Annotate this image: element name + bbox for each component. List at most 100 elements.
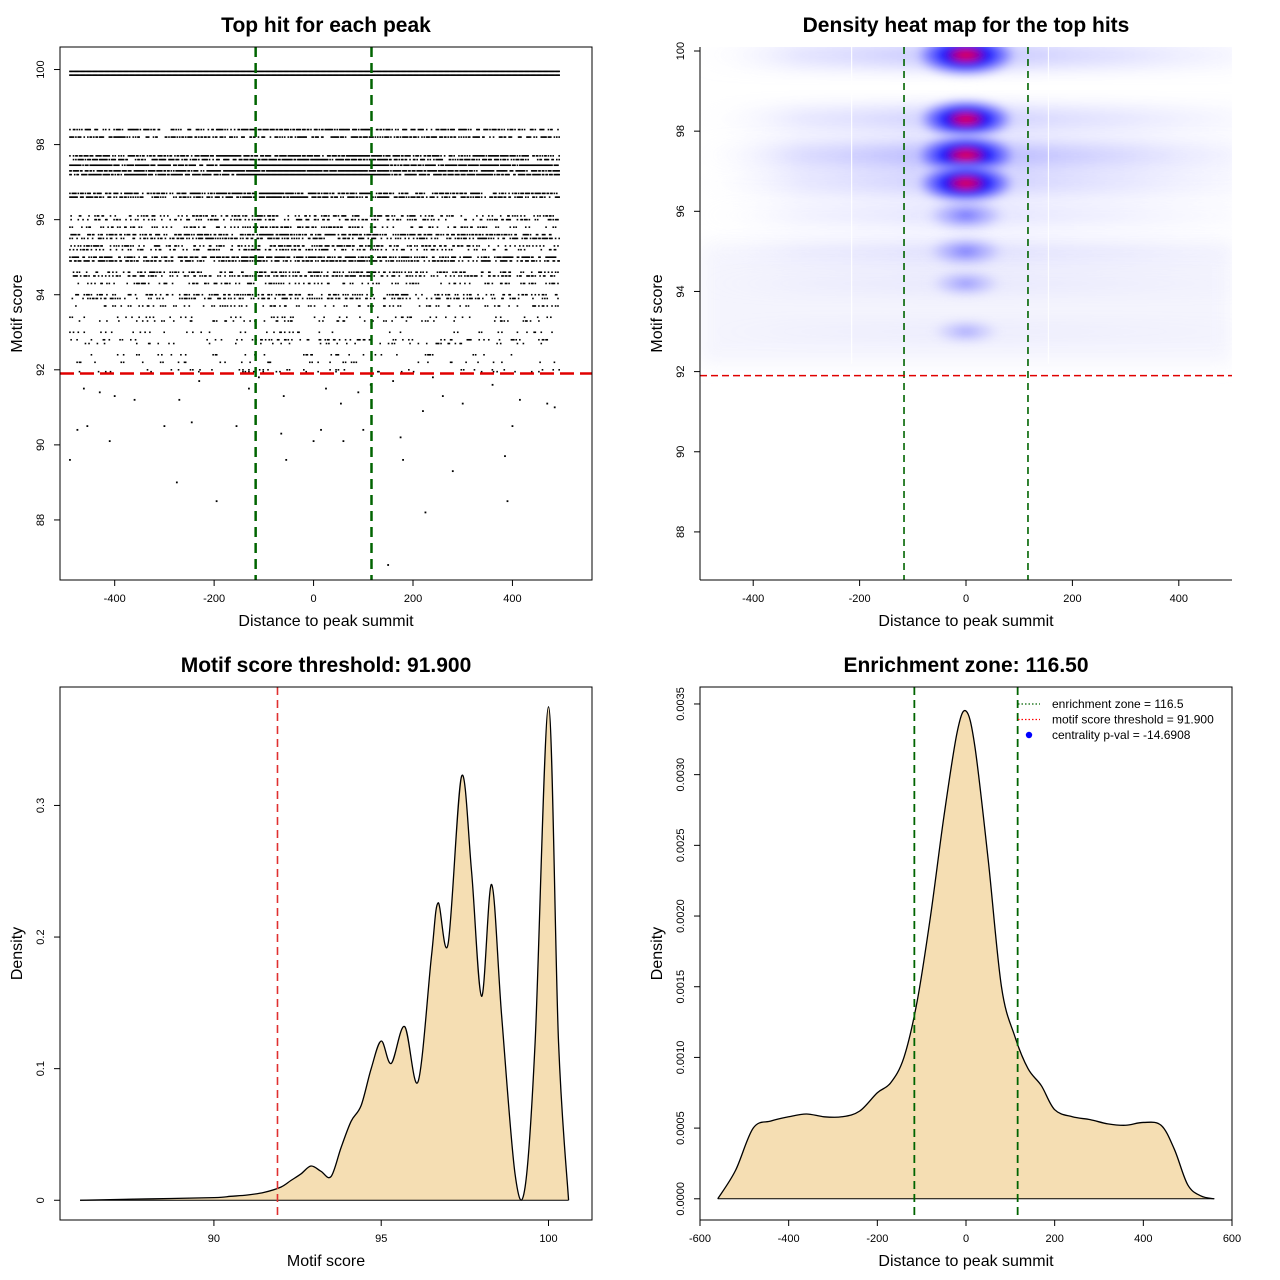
- point: [523, 233, 526, 236]
- point: [466, 155, 469, 157]
- point: [84, 158, 87, 161]
- point: [399, 70, 402, 73]
- point: [244, 245, 247, 247]
- point: [283, 256, 286, 258]
- point: [472, 70, 475, 73]
- point: [350, 170, 353, 172]
- point: [482, 237, 484, 240]
- point: [318, 74, 321, 76]
- point: [194, 256, 197, 258]
- point: [504, 158, 507, 161]
- point: [174, 173, 176, 176]
- point: [100, 245, 102, 247]
- point: [69, 173, 71, 176]
- point: [303, 173, 305, 176]
- point: [325, 245, 328, 247]
- point: [324, 196, 327, 198]
- point: [182, 196, 185, 198]
- point: [90, 173, 93, 176]
- point: [325, 173, 328, 176]
- point: [390, 158, 392, 161]
- point: [293, 164, 296, 167]
- point: [369, 170, 372, 172]
- point: [498, 256, 501, 258]
- point: [115, 260, 118, 262]
- point: [328, 70, 330, 73]
- point: [305, 248, 308, 251]
- point: [482, 226, 484, 228]
- point: [238, 70, 241, 73]
- point: [71, 70, 74, 73]
- point: [412, 70, 415, 73]
- point: [448, 248, 451, 251]
- point: [412, 164, 415, 167]
- point: [336, 245, 339, 247]
- point: [307, 173, 310, 176]
- point: [480, 164, 483, 167]
- point: [344, 248, 347, 251]
- point: [360, 192, 362, 195]
- point: [297, 173, 299, 176]
- point: [314, 155, 317, 157]
- point: [299, 128, 302, 131]
- point: [218, 256, 220, 258]
- point: [476, 173, 478, 176]
- point: [244, 256, 247, 258]
- point: [76, 173, 78, 176]
- point: [157, 128, 160, 131]
- point: [209, 70, 212, 73]
- point: [194, 173, 197, 176]
- point: [282, 158, 285, 161]
- point: [320, 245, 323, 247]
- point: [252, 128, 255, 131]
- point: [399, 233, 402, 236]
- point: [341, 245, 343, 247]
- point: [124, 196, 126, 198]
- point: [190, 70, 193, 73]
- point: [186, 233, 188, 236]
- point: [462, 233, 465, 236]
- point: [269, 136, 272, 138]
- point: [88, 128, 90, 131]
- point: [406, 245, 409, 247]
- point: [447, 233, 450, 236]
- point: [134, 158, 137, 161]
- point: [250, 237, 253, 240]
- point: [87, 158, 89, 161]
- point: [291, 164, 293, 167]
- point: [176, 136, 179, 138]
- point: [156, 136, 158, 138]
- point: [410, 196, 413, 198]
- point: [225, 237, 228, 240]
- point: [380, 260, 383, 262]
- point: [161, 74, 163, 76]
- point: [544, 196, 546, 198]
- point: [361, 128, 364, 131]
- point: [226, 256, 229, 258]
- point: [251, 158, 254, 161]
- point: [137, 248, 139, 251]
- point: [369, 136, 372, 138]
- point: [411, 196, 414, 198]
- point: [273, 173, 275, 176]
- point: [504, 233, 507, 236]
- point: [385, 248, 387, 251]
- point: [276, 128, 279, 131]
- point: [83, 237, 86, 240]
- point: [527, 173, 529, 176]
- point: [193, 233, 195, 236]
- point: [550, 164, 552, 167]
- point: [328, 218, 330, 221]
- point: [502, 70, 504, 73]
- score-row: [70, 218, 559, 221]
- point: [458, 164, 460, 167]
- point: [208, 70, 211, 73]
- point: [332, 260, 335, 262]
- point: [169, 237, 171, 240]
- point: [484, 237, 487, 240]
- point: [348, 158, 350, 161]
- point: [144, 128, 146, 131]
- point: [337, 164, 340, 167]
- point: [180, 256, 182, 258]
- point: [535, 136, 538, 138]
